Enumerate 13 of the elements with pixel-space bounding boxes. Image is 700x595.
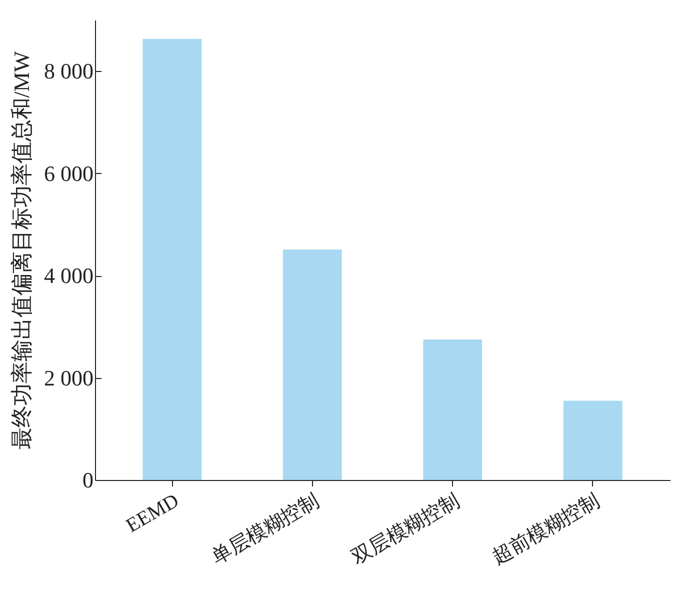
bar [282,249,342,480]
bar [423,339,482,480]
y-tick-label: 8 000 [44,58,94,84]
bar [142,38,202,480]
y-tick-label: 0 [82,468,94,492]
y-axis-title: 最终功率输出值偏离目标功率值总和/MW [9,51,34,450]
y-tick-label: 6 000 [44,160,94,186]
x-tick-label: 超前模糊控制 [488,490,604,569]
y-tick-label: 4 000 [44,263,94,288]
y-tick-label: 2 000 [44,365,94,390]
bar [563,400,622,480]
x-tick-label: 双层模糊控制 [348,490,464,569]
x-tick-label: 单层模糊控制 [208,490,323,569]
